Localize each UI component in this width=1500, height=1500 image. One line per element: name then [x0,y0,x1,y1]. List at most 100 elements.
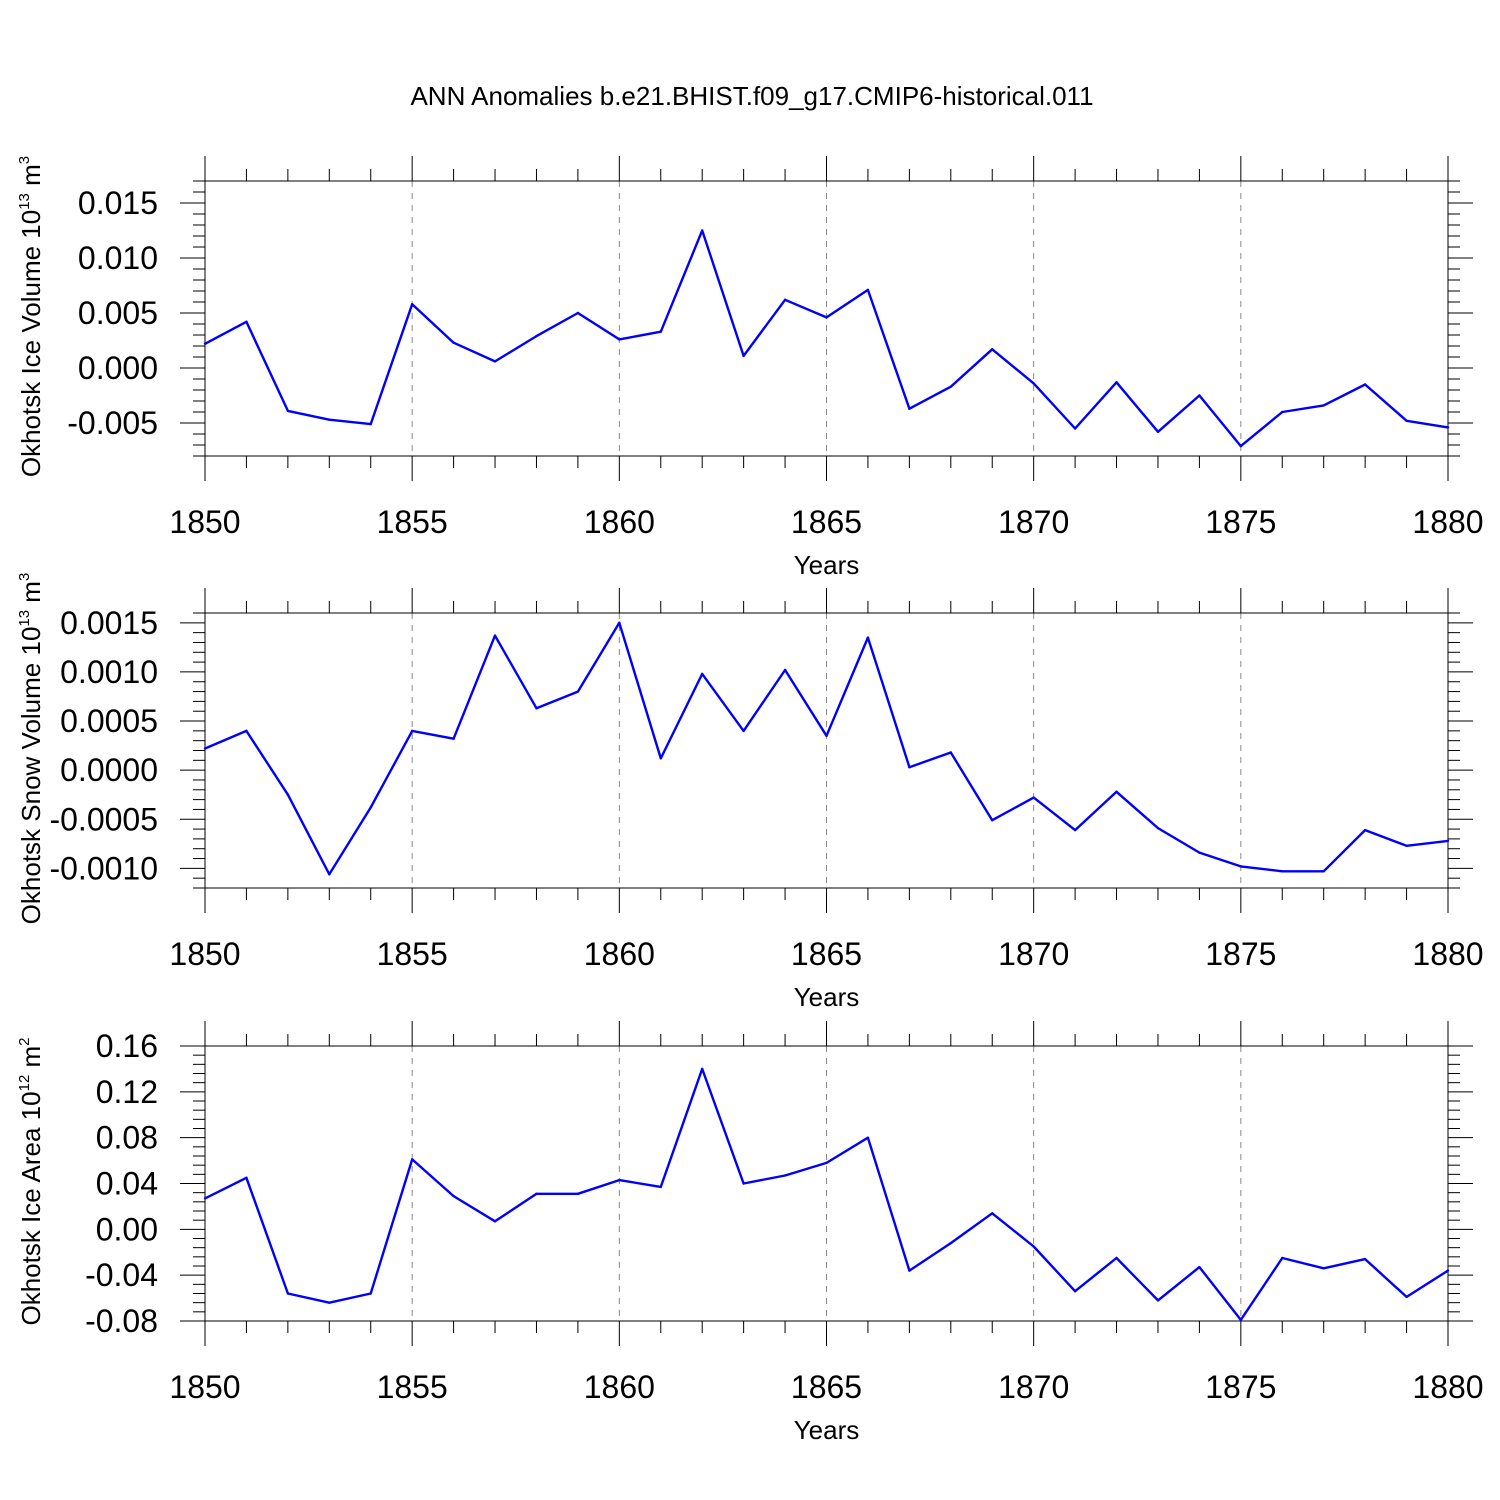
y-tick-label: 0.16 [96,1028,158,1064]
y-tick-label: 0.04 [96,1166,158,1202]
x-tick-label: 1875 [1205,1369,1276,1405]
data-point [1322,870,1325,873]
x-tick-label: 1855 [377,1369,448,1405]
data-point [369,422,372,426]
data-point [908,1269,911,1272]
data-point [825,1161,828,1165]
y-tick-label: 0.015 [78,185,158,221]
data-point [991,348,994,351]
x-tick-label: 1860 [584,936,655,972]
data-point [701,229,704,232]
data-point [866,1136,870,1139]
data-point [783,1174,787,1177]
data-point [1073,828,1077,832]
data-point [1322,404,1325,407]
data-point [1405,1295,1408,1299]
data-point [1198,851,1201,854]
data-point [535,707,538,710]
data-point [1405,419,1408,422]
y-tick-label: -0.04 [85,1257,158,1293]
data-point [1363,828,1367,832]
data-point [1363,383,1367,386]
y-tick-label: -0.0010 [49,850,158,886]
data-point [576,311,580,315]
data-point [576,690,580,693]
data-point [618,338,621,341]
data-point [866,288,870,292]
y-tick-label: 0.0015 [60,605,158,641]
data-point [659,1185,662,1189]
x-axis-label: Years [794,982,860,1012]
data-point [949,751,952,754]
data-point [1115,1256,1118,1260]
data-point [1032,1245,1035,1248]
data-point [1032,382,1035,385]
data-point [825,316,828,319]
data-point [1115,381,1118,384]
data-point [1322,1267,1325,1270]
y-tick-label: -0.08 [85,1303,158,1339]
data-point [1239,1318,1243,1322]
data-point [369,1292,372,1295]
data-point [825,734,828,737]
data-point [1115,790,1118,793]
data-point [908,765,911,769]
x-tick-label: 1870 [998,1369,1069,1405]
data-point [1446,839,1450,843]
data-point [1281,1256,1284,1260]
data-point [535,334,538,338]
y-tick-label: 0.00 [96,1211,158,1247]
data-point [866,636,870,639]
data-point [1239,865,1243,868]
y-tick-label: -0.005 [67,405,158,441]
y-tick-label: 0.0000 [60,752,158,788]
data-point [1198,394,1201,397]
data-point [742,1182,745,1185]
data-point [783,298,787,301]
x-tick-label: 1865 [791,936,862,972]
data-point [328,418,331,421]
y-tick-label: 0.0010 [60,654,158,690]
y-tick-label: 0.0005 [60,703,158,739]
data-point [908,407,911,410]
data-point [991,1212,994,1215]
data-point [618,621,621,625]
y-tick-label: 0.005 [78,295,158,331]
data-point [1073,1290,1077,1293]
data-point [328,1301,331,1304]
x-tick-label: 1855 [377,936,448,972]
data-point [203,342,207,345]
data-point [535,1192,538,1196]
data-point [452,341,455,344]
data-point [286,409,290,413]
data-point [1156,430,1160,433]
x-tick-label: 1850 [169,504,240,540]
y-axis-label: Okhotsk Ice Volume 1013 m3 [16,156,46,477]
x-tick-label: 1860 [584,1369,655,1405]
figure-title: ANN Anomalies b.e21.BHIST.f09_g17.CMIP6-… [410,81,1093,111]
chart-panel-2: -0.0010 -0.0005 0.0000 0.0005 0.0010 0.0015 18… [16,573,1484,1012]
x-tick-label: 1870 [998,936,1069,972]
data-point [1073,427,1077,430]
data-point [1405,844,1408,847]
data-point [286,793,290,796]
x-tick-label: 1880 [1412,504,1483,540]
data-point [1156,826,1160,830]
data-point [742,729,745,733]
data-point [452,1194,455,1198]
x-tick-label: 1875 [1205,936,1276,972]
x-tick-label: 1880 [1412,936,1483,972]
x-tick-label: 1875 [1205,504,1276,540]
data-point [1363,1257,1367,1261]
data-point [659,757,662,760]
y-tick-label: -0.0005 [49,801,158,837]
x-tick-label: 1880 [1412,1369,1483,1405]
data-point [701,672,704,676]
data-point [203,1197,207,1200]
data-point [991,819,994,822]
data-point [245,729,248,733]
chart-panel-3: -0.08 -0.04 0.00 0.04 0.08 0.12 0.16 1850 1855 18… [16,1021,1484,1445]
data-point [493,634,497,637]
y-tick-label: 0.010 [78,240,158,276]
